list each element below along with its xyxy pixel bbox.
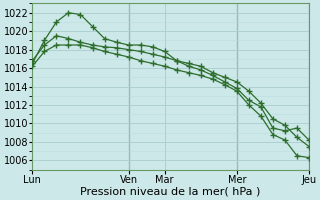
X-axis label: Pression niveau de la mer( hPa ): Pression niveau de la mer( hPa ) — [81, 187, 261, 197]
